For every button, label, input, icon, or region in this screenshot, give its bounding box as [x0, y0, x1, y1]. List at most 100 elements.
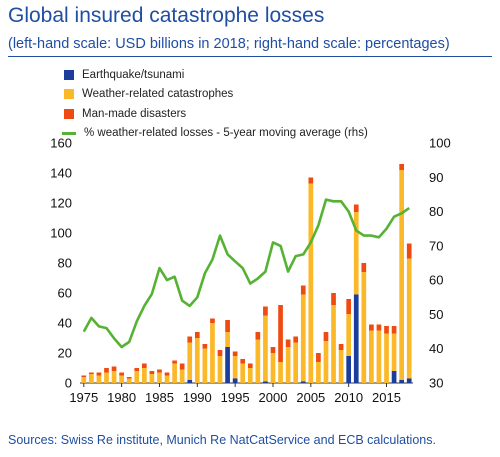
bar-segment-manmade	[331, 293, 336, 305]
bar-segment-weather	[111, 371, 117, 383]
y-left-tick-label: 40	[58, 316, 72, 331]
source-note: Sources: Swiss Re institute, Munich Re N…	[8, 433, 436, 447]
bar-segment-weather	[179, 369, 185, 383]
bar-segment-manmade	[270, 347, 276, 353]
bar-segment-manmade	[126, 377, 132, 379]
bar-segment-weather	[369, 330, 374, 383]
bar-segment-weather	[331, 305, 336, 383]
bar-segment-manmade	[255, 332, 261, 340]
bar-segment-earthquake	[300, 381, 306, 383]
bar-segment-manmade	[391, 326, 397, 334]
bar-segment-weather	[391, 333, 397, 371]
bar-segment-manmade	[247, 363, 253, 368]
y-left-tick-label: 140	[50, 166, 72, 181]
y-left-tick-label: 60	[58, 286, 72, 301]
bar-segment-manmade	[81, 375, 87, 377]
y-right-tick-label: 70	[429, 238, 443, 253]
legend-label-moving-average: % weather-related losses - 5-year moving…	[84, 127, 368, 140]
bar-segment-weather	[338, 350, 344, 383]
bar-segment-weather	[119, 375, 124, 383]
y-left-tick-label: 0	[65, 376, 72, 391]
y-right-tick-label: 90	[429, 170, 443, 185]
bar-segment-manmade	[278, 305, 283, 362]
bar-segment-weather	[263, 315, 268, 382]
bar-segment-weather	[293, 342, 299, 383]
bar-segment-manmade	[164, 372, 170, 376]
moving-average-line	[82, 198, 410, 349]
bar-segment-manmade	[179, 363, 185, 370]
bar-segment-weather	[323, 341, 329, 383]
bar-segment-earthquake	[346, 356, 352, 383]
bar-segment-weather	[210, 323, 215, 383]
legend-label-manmade: Man-made disasters	[82, 107, 187, 120]
bar-segment-weather	[225, 332, 230, 347]
bar-segment-weather	[81, 377, 87, 383]
bar-segment-manmade	[134, 368, 140, 371]
bar-segment-weather	[255, 339, 261, 383]
bar-segment-manmade	[376, 324, 382, 331]
y-right-tick-label: 80	[429, 204, 443, 219]
y-right-tick-label: 60	[429, 273, 443, 288]
y-left-tick-label: 160	[50, 136, 72, 151]
y-left-tick-label: 100	[50, 226, 72, 241]
legend-item-earthquake: Earthquake/tsunami	[64, 65, 368, 85]
bar-segment-weather	[361, 272, 367, 383]
bar-segment-weather	[194, 338, 200, 383]
bar-segment-manmade	[346, 299, 352, 314]
bar-segment-weather	[104, 372, 109, 383]
y-right-tick-label: 100	[429, 136, 451, 151]
x-tick-label: 2015	[372, 390, 401, 405]
bar-segment-weather	[187, 342, 193, 380]
bar-segment-manmade	[232, 351, 238, 356]
y-left-tick-label: 120	[50, 196, 72, 211]
bar-segment-earthquake	[232, 378, 238, 383]
bar-segment-manmade	[96, 372, 102, 376]
bar-segment-manmade	[210, 318, 215, 323]
legend-swatch-weather	[64, 89, 74, 100]
chart-legend: Earthquake/tsunami Weather-related catas…	[62, 65, 368, 143]
bar-segment-weather	[172, 363, 177, 383]
bar-segment-weather	[157, 372, 162, 383]
bar-segment-manmade	[406, 243, 412, 259]
bar-segment-weather	[353, 212, 359, 295]
bar-segment-earthquake	[353, 294, 359, 383]
chart-subtitle: (left-hand scale: USD billions in 2018; …	[8, 36, 450, 52]
bar-segment-manmade	[194, 332, 200, 338]
bar-segment-weather	[270, 353, 276, 383]
bar-segment-manmade	[141, 363, 147, 368]
bar-segment-manmade	[293, 336, 299, 343]
bar-segment-weather	[247, 368, 253, 383]
bar-segment-manmade	[399, 164, 404, 170]
y-right-tick-label: 40	[429, 341, 443, 356]
bar-segment-manmade	[119, 372, 124, 376]
bar-segment-manmade	[338, 344, 344, 350]
x-tick-label: 2000	[259, 390, 288, 405]
bar-segment-manmade	[89, 372, 94, 374]
x-tick-label: 1975	[69, 390, 98, 405]
bar-segment-weather	[308, 183, 314, 383]
bar-segment-manmade	[323, 332, 329, 341]
bar-segment-manmade	[240, 359, 246, 364]
bar-segment-earthquake	[263, 381, 268, 383]
bar-segment-weather	[285, 347, 291, 383]
legend-item-weather: Weather-related catastrophes	[64, 85, 368, 105]
bar-segment-manmade	[111, 366, 117, 371]
bar-segment-earthquake	[225, 347, 230, 383]
bar-segment-weather	[202, 348, 208, 383]
bar-segment-weather	[346, 314, 352, 356]
x-tick-label: 1985	[145, 390, 174, 405]
bar-segment-weather	[232, 356, 238, 379]
legend-label-earthquake: Earthquake/tsunami	[82, 68, 185, 81]
bar-segment-manmade	[353, 204, 359, 212]
bar-segment-manmade	[361, 263, 367, 272]
bar-segment-earthquake	[187, 380, 193, 383]
y-left-tick-label: 80	[58, 256, 72, 271]
bar-segment-weather	[217, 356, 223, 383]
legend-swatch-manmade	[64, 108, 74, 119]
y-right-tick-label: 30	[429, 376, 443, 391]
bar-segment-weather	[278, 362, 283, 383]
x-tick-label: 1990	[183, 390, 212, 405]
bar-segment-weather	[149, 374, 155, 383]
bar-segment-manmade	[187, 336, 193, 343]
